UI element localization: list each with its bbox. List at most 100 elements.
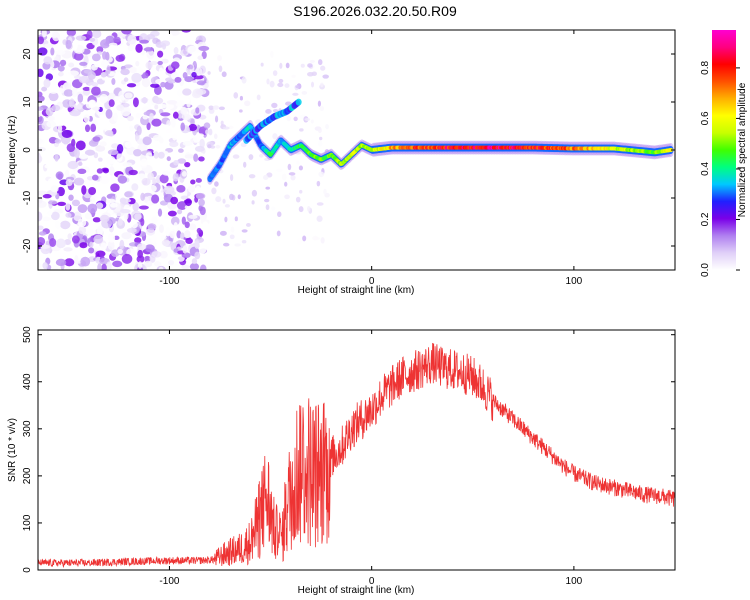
noise-blob xyxy=(52,31,61,42)
noise-blob xyxy=(271,102,278,109)
noise-blob xyxy=(51,265,59,270)
noise-blob xyxy=(107,232,116,243)
noise-blob xyxy=(196,133,205,138)
noise-blob xyxy=(302,235,307,242)
noise-blob xyxy=(105,155,116,165)
snr-y-tick-label: 500 xyxy=(22,326,33,343)
noise-blob xyxy=(46,120,57,128)
noise-blob xyxy=(124,141,133,149)
noise-blob xyxy=(317,127,322,134)
noise-blob xyxy=(184,221,190,229)
noise-blob xyxy=(88,186,97,196)
noise-blob xyxy=(141,77,151,88)
noise-blob xyxy=(38,138,44,144)
noise-blob xyxy=(107,240,115,251)
noise-blob xyxy=(127,34,137,45)
noise-blob xyxy=(159,224,164,234)
snr-y-tick-label: 100 xyxy=(22,514,33,531)
noise-blob xyxy=(117,248,123,254)
noise-blob xyxy=(145,152,153,160)
noise-blob xyxy=(161,235,167,240)
noise-blob xyxy=(220,120,224,126)
noise-blob xyxy=(90,123,97,133)
noise-blob xyxy=(195,88,207,95)
noise-blob xyxy=(296,238,302,245)
noise-blob xyxy=(229,234,235,240)
noise-blob xyxy=(47,200,58,205)
noise-blob xyxy=(121,253,133,264)
colorbar-tick-label: 0.8 xyxy=(700,61,711,75)
noise-blob xyxy=(195,192,206,200)
noise-blob xyxy=(50,47,55,56)
snr-x-ticks: -100 0 100 xyxy=(159,330,583,587)
noise-blob xyxy=(111,78,116,86)
noise-blob xyxy=(55,258,67,267)
noise-blob xyxy=(215,144,221,149)
noise-blob xyxy=(318,171,325,178)
noise-blob xyxy=(54,154,59,162)
noise-blob xyxy=(310,81,315,88)
noise-blob xyxy=(307,63,313,68)
noise-blob xyxy=(318,140,323,147)
noise-blob xyxy=(106,92,116,102)
noise-blob xyxy=(203,122,211,129)
noise-blob xyxy=(65,178,73,187)
noise-blob xyxy=(57,124,63,133)
spectrogram-y-tick-label: 10 xyxy=(22,96,33,108)
noise-blob xyxy=(107,209,114,215)
noise-blob xyxy=(139,39,149,44)
noise-blob xyxy=(129,125,134,132)
noise-blob xyxy=(316,202,324,206)
noise-blob xyxy=(77,218,87,228)
noise-blob xyxy=(124,92,133,99)
noise-blob xyxy=(38,106,44,111)
noise-blob xyxy=(284,194,290,200)
noise-blob xyxy=(120,209,131,214)
colorbar-tick-label: 0.6 xyxy=(700,111,711,125)
noise-blob xyxy=(132,97,139,108)
noise-blob xyxy=(143,47,155,52)
noise-blob xyxy=(218,106,225,111)
noise-blob xyxy=(154,104,159,110)
noise-blob xyxy=(38,153,41,163)
noise-blob xyxy=(96,225,104,236)
noise-blob xyxy=(213,133,218,140)
noise-blob xyxy=(74,148,80,159)
noise-blob xyxy=(38,211,43,222)
noise-blob xyxy=(116,104,125,111)
noise-blob xyxy=(55,171,64,180)
noise-blob xyxy=(169,230,176,239)
noise-blob xyxy=(108,42,118,47)
noise-blob xyxy=(214,181,219,187)
noise-blob xyxy=(140,49,146,56)
noise-blob xyxy=(175,101,185,108)
noise-blob xyxy=(158,67,164,77)
noise-blob xyxy=(237,194,241,200)
noise-blob xyxy=(207,71,211,75)
noise-blob xyxy=(79,242,88,249)
noise-blob xyxy=(170,61,180,70)
noise-blob xyxy=(166,99,178,105)
noise-blob xyxy=(91,174,99,181)
noise-blob xyxy=(157,103,168,109)
noise-blob xyxy=(296,160,300,165)
noise-blob xyxy=(214,115,219,123)
noise-blob xyxy=(41,86,48,92)
noise-blob xyxy=(265,186,271,190)
noise-blob xyxy=(120,68,130,76)
noise-blob xyxy=(101,263,107,270)
noise-blob xyxy=(150,83,160,88)
noise-blob xyxy=(187,64,194,70)
noise-blob xyxy=(166,132,173,139)
noise-blob xyxy=(179,232,185,240)
noise-blob xyxy=(166,156,171,162)
noise-blob xyxy=(64,258,75,267)
noise-blob xyxy=(290,174,296,181)
noise-blob xyxy=(133,149,142,157)
noise-blob xyxy=(83,114,90,123)
noise-blob xyxy=(195,185,201,194)
noise-blob xyxy=(140,97,149,104)
noise-blob xyxy=(229,174,234,182)
noise-blob xyxy=(310,119,314,124)
noise-blob xyxy=(234,216,238,222)
